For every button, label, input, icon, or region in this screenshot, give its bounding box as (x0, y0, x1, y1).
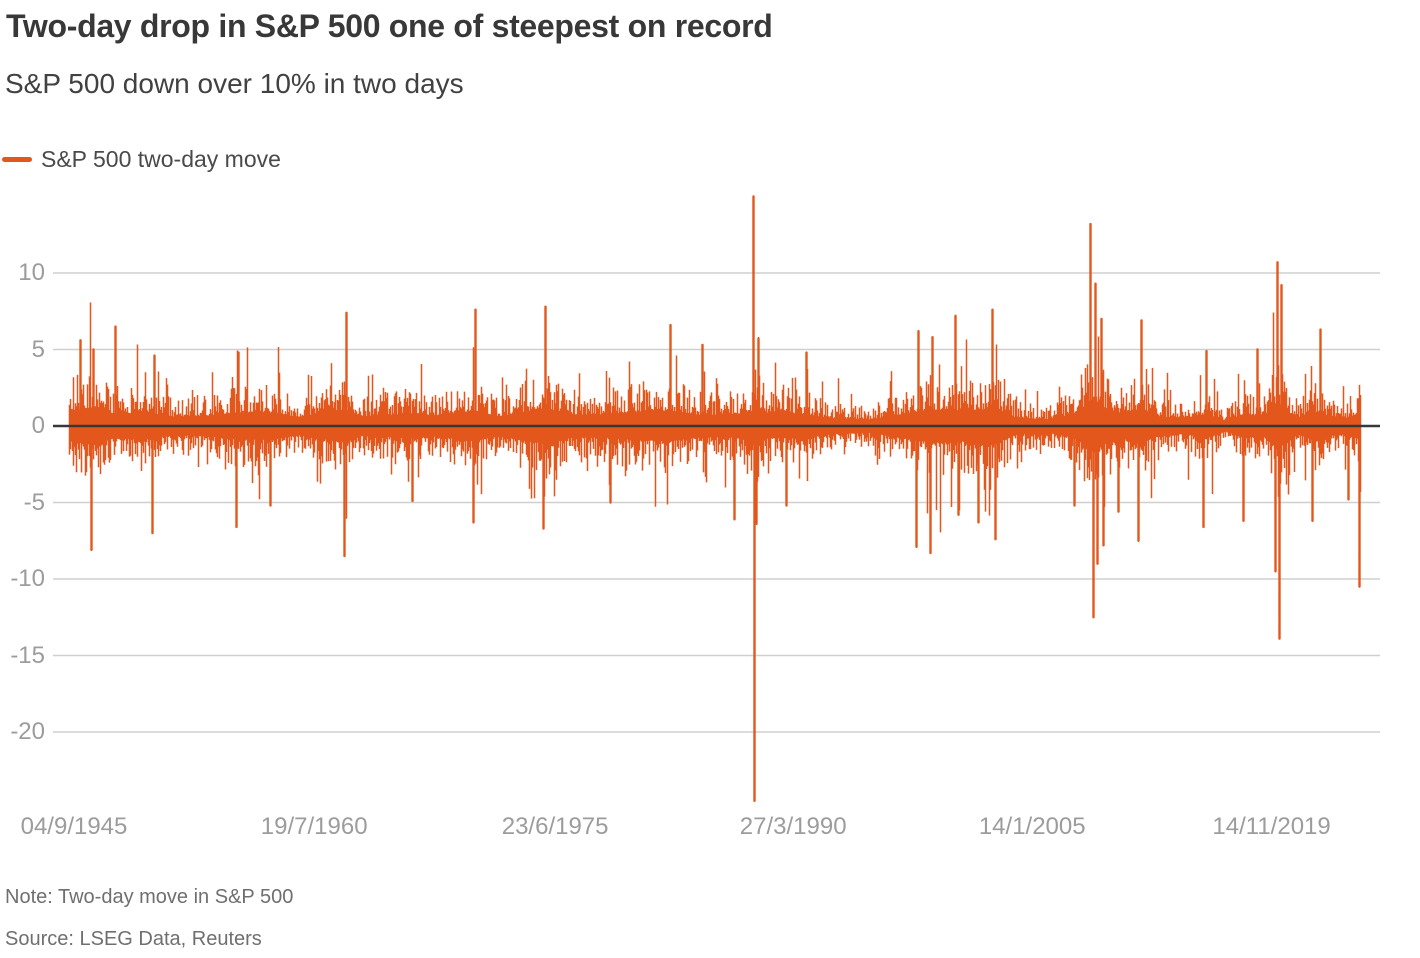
chart-subtitle: S&P 500 down over 10% in two days (5, 68, 464, 99)
y-tick-label: -20 (10, 718, 45, 745)
chart-title: Two-day drop in S&P 500 one of steepest … (6, 8, 773, 44)
x-tick-label: 14/11/2019 (1212, 813, 1331, 840)
legend-label: S&P 500 two-day move (41, 146, 281, 172)
y-tick-label: -15 (10, 641, 45, 669)
x-tick-label: 14/1/2005 (978, 813, 1086, 840)
x-tick-label: 19/7/1960 (260, 813, 368, 840)
y-tick-label: -10 (10, 565, 45, 592)
source-text: Source: LSEG Data, Reuters (5, 928, 262, 950)
x-tick-label: 04/9/1945 (20, 813, 128, 840)
y-tick-label: 10 (18, 259, 45, 286)
y-tick-label: 0 (31, 412, 45, 439)
x-tick-label: 23/6/1975 (501, 813, 609, 840)
y-tick-label: -5 (23, 488, 45, 516)
x-tick-label: 27/3/1990 (739, 813, 847, 840)
note-text: Note: Two-day move in S&P 500 (5, 886, 294, 908)
y-tick-label: 5 (31, 335, 45, 363)
legend-line-swatch (2, 157, 32, 162)
legend: S&P 500 two-day move (2, 146, 281, 173)
